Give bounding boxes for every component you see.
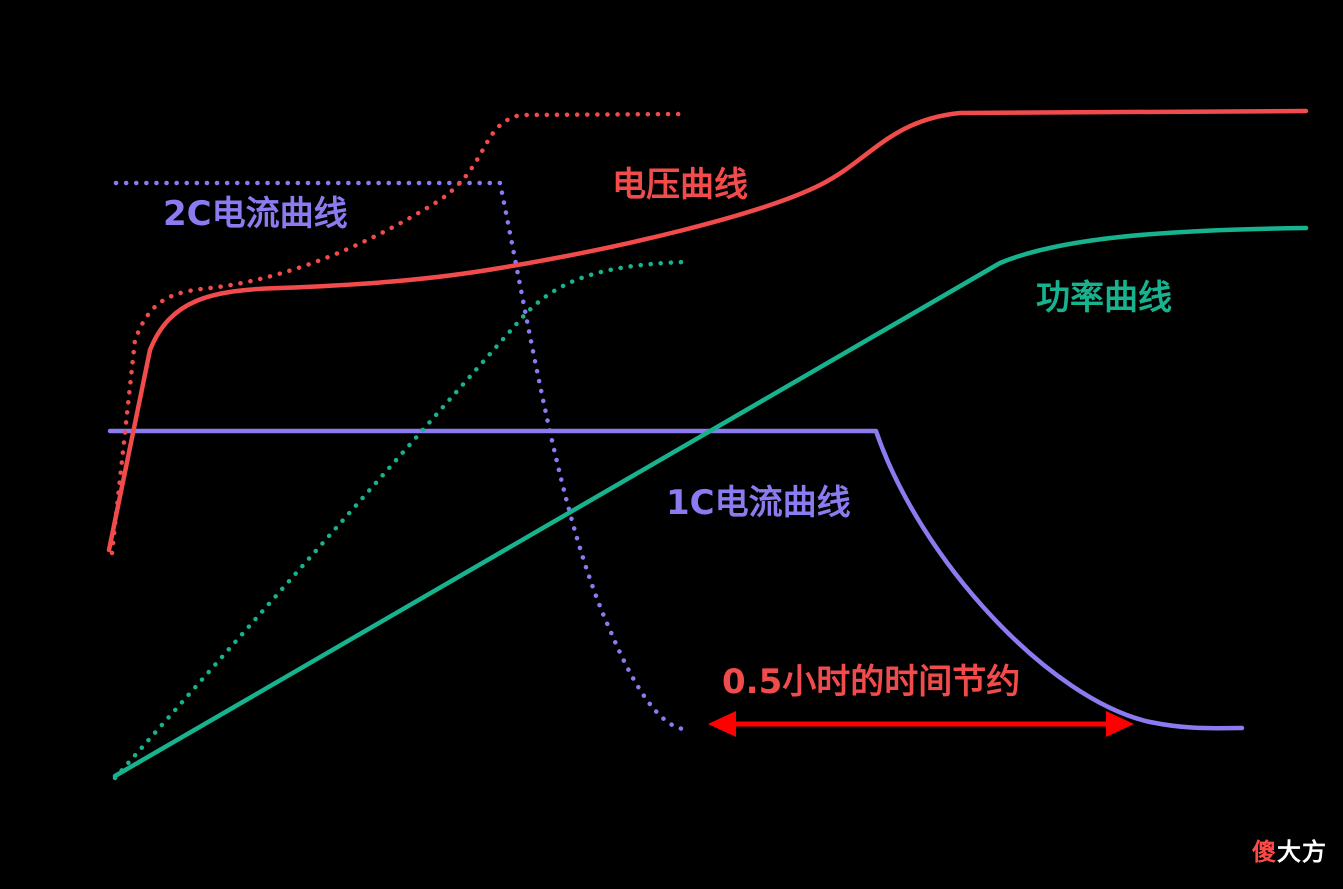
time-saved-arrow-left-head <box>708 711 736 737</box>
power-2c-curve <box>112 259 688 781</box>
watermark-first-char: 傻 <box>1252 838 1277 866</box>
watermark-logo: 傻大方 <box>1252 832 1327 867</box>
current-1c-curve <box>107 428 1245 731</box>
label-current-1c: 1C电流曲线 <box>666 483 851 523</box>
power-1c-curve <box>112 225 1309 779</box>
voltage-2c-curve <box>109 111 688 556</box>
time-saved-arrow-right-head <box>1106 711 1134 737</box>
label-voltage: 电压曲线 <box>612 165 748 205</box>
label-time-saved: 0.5小时的时间节约 <box>722 662 1020 702</box>
label-current-2c: 2C电流曲线 <box>163 194 348 234</box>
label-power: 功率曲线 <box>1036 278 1172 318</box>
watermark-rest: 大方 <box>1277 838 1327 866</box>
current-2c-curve <box>113 180 686 732</box>
voltage-1c-curve <box>106 108 1309 553</box>
time-saved-arrow <box>708 711 1134 737</box>
